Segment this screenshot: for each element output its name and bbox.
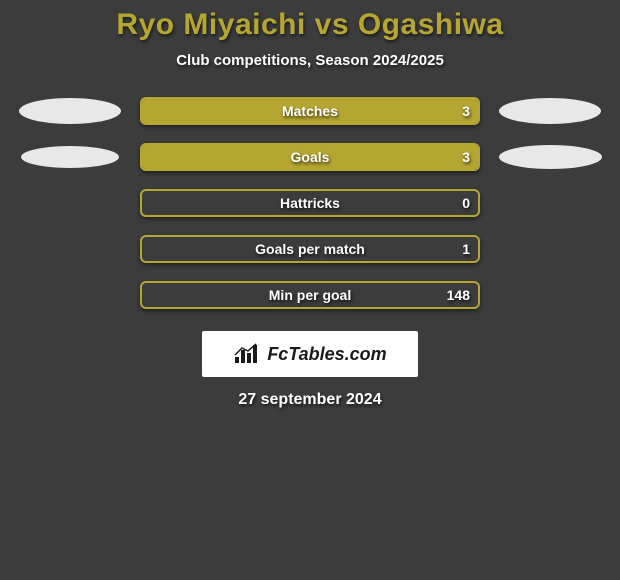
stat-label: Hattricks [280, 195, 340, 211]
player-right-ellipse [499, 145, 602, 169]
stat-bar: Min per goal 148 [140, 281, 480, 309]
stat-value: 3 [462, 149, 470, 165]
right-side [480, 145, 620, 169]
stat-value: 1 [462, 241, 470, 257]
bar-chart-icon [233, 343, 261, 365]
stat-label: Min per goal [269, 287, 351, 303]
stat-value: 3 [462, 103, 470, 119]
stat-bar: Matches 3 [140, 97, 480, 125]
stat-bar: Goals 3 [140, 143, 480, 171]
stat-row: Min per goal 148 [0, 281, 620, 309]
left-side [0, 146, 140, 168]
stat-value: 0 [462, 195, 470, 211]
stat-row: Goals per match 1 [0, 235, 620, 263]
stat-label: Goals per match [255, 241, 365, 257]
stat-row: Matches 3 [0, 97, 620, 125]
player-left-ellipse [19, 98, 121, 124]
stat-label: Matches [282, 103, 338, 119]
page-title: Ryo Miyaichi vs Ogashiwa [0, 8, 620, 42]
brand-text: FcTables.com [267, 344, 386, 365]
subtitle: Club competitions, Season 2024/2025 [0, 52, 620, 69]
stat-row: Hattricks 0 [0, 189, 620, 217]
stat-label: Goals [291, 149, 330, 165]
stat-bar: Hattricks 0 [140, 189, 480, 217]
stat-value: 148 [447, 287, 470, 303]
stat-bar: Goals per match 1 [140, 235, 480, 263]
date-label: 27 september 2024 [0, 391, 620, 409]
left-side [0, 98, 140, 124]
comparison-card: Ryo Miyaichi vs Ogashiwa Club competitio… [0, 0, 620, 409]
player-right-ellipse [499, 98, 601, 124]
brand-badge[interactable]: FcTables.com [202, 331, 418, 377]
player-left-ellipse [21, 146, 119, 168]
stat-row: Goals 3 [0, 143, 620, 171]
stats-list: Matches 3 Goals 3 Hattricks 0 Goals per match 1… [0, 97, 620, 309]
right-side [480, 98, 620, 124]
